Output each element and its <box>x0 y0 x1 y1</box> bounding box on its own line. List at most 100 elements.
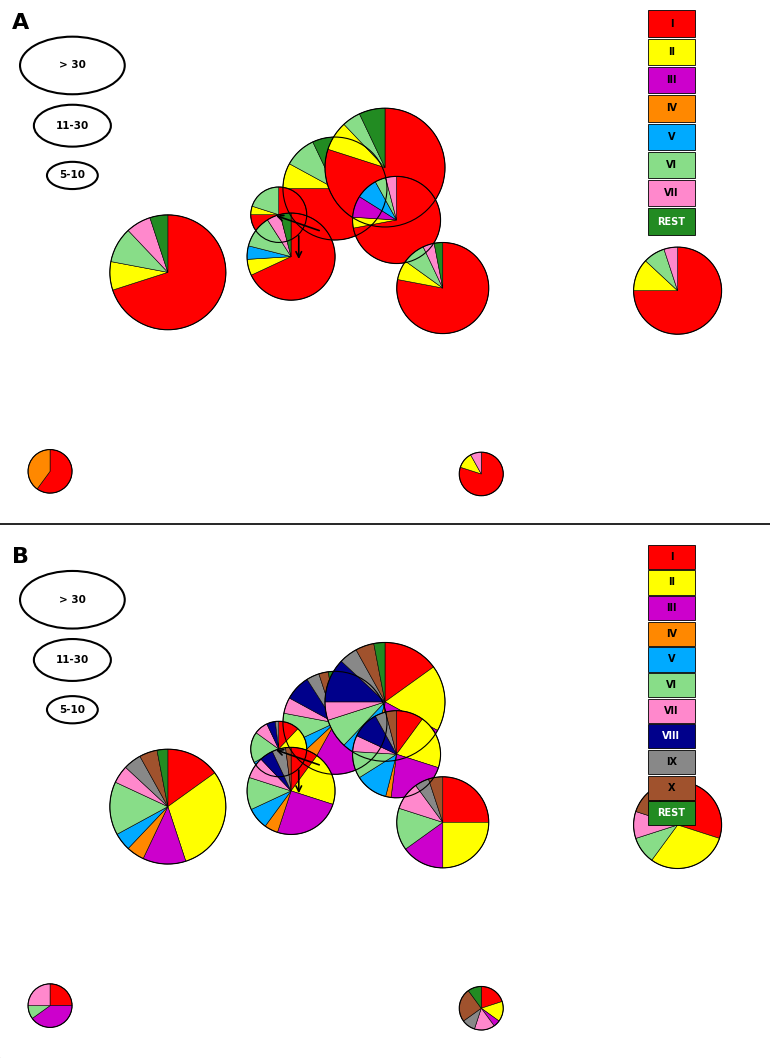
Wedge shape <box>247 245 291 259</box>
Wedge shape <box>261 751 291 791</box>
Wedge shape <box>470 452 481 474</box>
Wedge shape <box>168 772 226 861</box>
Text: 11-30: 11-30 <box>55 121 89 131</box>
Wedge shape <box>117 806 168 849</box>
Wedge shape <box>249 760 291 791</box>
Wedge shape <box>297 723 335 768</box>
Wedge shape <box>267 722 279 749</box>
Wedge shape <box>397 711 423 754</box>
Wedge shape <box>344 701 385 760</box>
Wedge shape <box>443 777 489 822</box>
Wedge shape <box>341 650 385 701</box>
Wedge shape <box>386 177 397 220</box>
Wedge shape <box>375 712 397 754</box>
Wedge shape <box>651 782 678 825</box>
Bar <box>648 596 695 620</box>
Wedge shape <box>481 1008 499 1026</box>
Wedge shape <box>381 701 437 762</box>
Wedge shape <box>651 825 719 869</box>
Wedge shape <box>678 782 721 838</box>
Wedge shape <box>360 108 385 167</box>
Wedge shape <box>283 138 387 240</box>
Text: II: II <box>668 47 675 57</box>
Text: V: V <box>668 131 675 142</box>
Bar <box>648 152 695 178</box>
Wedge shape <box>356 643 385 701</box>
Wedge shape <box>110 782 168 835</box>
Wedge shape <box>397 261 443 288</box>
Wedge shape <box>474 1008 494 1030</box>
Wedge shape <box>645 250 678 291</box>
Wedge shape <box>128 218 168 272</box>
Bar <box>648 622 695 645</box>
Wedge shape <box>273 748 291 791</box>
Wedge shape <box>265 791 291 833</box>
Wedge shape <box>319 672 335 723</box>
Text: VIII: VIII <box>662 731 681 742</box>
Wedge shape <box>325 661 385 701</box>
Wedge shape <box>434 242 443 288</box>
Bar <box>648 801 695 825</box>
Wedge shape <box>481 1002 504 1021</box>
Wedge shape <box>291 755 335 804</box>
Text: 5-10: 5-10 <box>59 170 85 181</box>
Wedge shape <box>386 754 397 798</box>
Wedge shape <box>275 722 279 749</box>
Wedge shape <box>143 806 186 864</box>
Wedge shape <box>375 178 397 220</box>
Wedge shape <box>391 754 438 798</box>
Wedge shape <box>634 248 721 334</box>
Wedge shape <box>406 822 443 868</box>
Wedge shape <box>251 791 291 826</box>
Wedge shape <box>353 735 397 754</box>
Wedge shape <box>353 177 440 263</box>
Wedge shape <box>286 747 291 791</box>
Wedge shape <box>140 750 168 806</box>
Wedge shape <box>397 719 440 768</box>
Bar <box>648 124 695 150</box>
Text: VI: VI <box>666 160 677 170</box>
Wedge shape <box>279 729 306 768</box>
Wedge shape <box>279 722 298 749</box>
Wedge shape <box>290 679 335 723</box>
Bar <box>648 673 695 697</box>
Wedge shape <box>464 1008 481 1029</box>
Wedge shape <box>112 215 226 330</box>
Wedge shape <box>283 164 335 188</box>
Wedge shape <box>251 206 279 215</box>
Text: VI: VI <box>666 680 677 690</box>
Wedge shape <box>335 700 387 761</box>
Wedge shape <box>353 197 397 220</box>
Wedge shape <box>373 642 385 701</box>
Wedge shape <box>399 785 443 822</box>
Wedge shape <box>252 187 279 215</box>
Wedge shape <box>424 243 443 288</box>
Wedge shape <box>459 990 481 1021</box>
Text: B: B <box>12 547 29 567</box>
Wedge shape <box>277 791 333 835</box>
Wedge shape <box>328 124 385 167</box>
Wedge shape <box>50 984 72 1005</box>
Bar <box>648 545 695 569</box>
Text: VII: VII <box>665 188 678 198</box>
Text: IX: IX <box>666 758 677 767</box>
Wedge shape <box>357 716 397 754</box>
Wedge shape <box>157 749 168 806</box>
Wedge shape <box>168 749 215 806</box>
Bar <box>648 180 695 206</box>
Bar <box>648 95 695 122</box>
Wedge shape <box>468 986 481 1008</box>
Wedge shape <box>385 642 434 701</box>
Wedge shape <box>247 257 291 275</box>
Wedge shape <box>634 811 678 838</box>
Wedge shape <box>397 242 489 333</box>
Bar <box>648 208 695 235</box>
Text: 5-10: 5-10 <box>59 705 85 715</box>
Text: REST: REST <box>658 808 685 819</box>
Wedge shape <box>385 667 445 730</box>
Wedge shape <box>416 779 443 822</box>
Bar <box>648 11 695 37</box>
Wedge shape <box>256 724 279 749</box>
Text: II: II <box>668 578 675 587</box>
Wedge shape <box>249 220 291 257</box>
